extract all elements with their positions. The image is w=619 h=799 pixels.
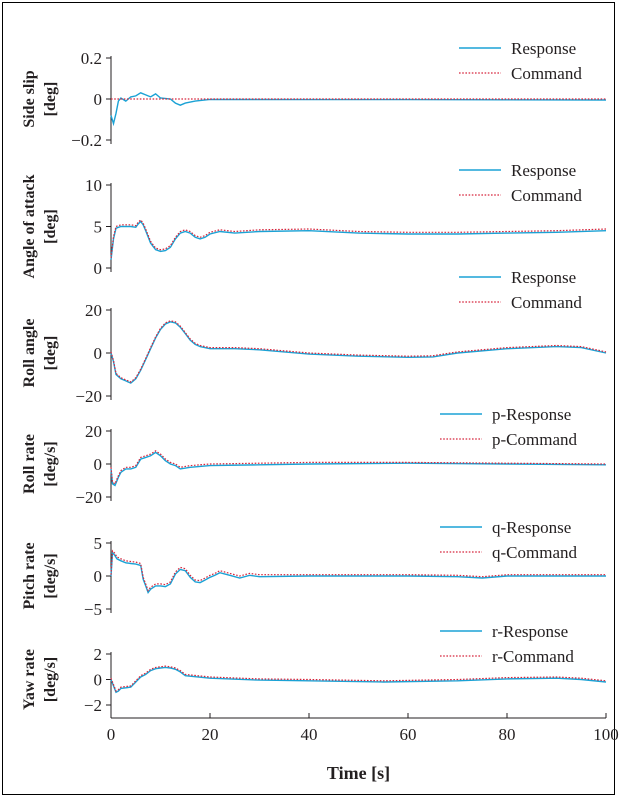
response-line — [110, 321, 607, 384]
y-tick-label: 20 — [85, 422, 102, 441]
legend-label: p-Command — [492, 430, 577, 449]
y-axis-label-line: [deg] — [42, 336, 59, 371]
y-axis-label-line: Angle of attack — [21, 174, 38, 278]
command-line — [110, 450, 607, 485]
y-axis-label: Side slip [deg] — [21, 70, 59, 127]
y-tick-label: −0.2 — [71, 131, 102, 150]
legend-label: Command — [511, 186, 582, 205]
y-axis-label-line: [deg] — [42, 82, 59, 117]
panel-4: 20 0 −20 Roll rate [deg/s] p-Response p-Comman… — [21, 405, 607, 507]
y-tick-label: −2 — [84, 696, 102, 715]
x-tick-label: 80 — [499, 725, 516, 744]
panel-2: 10 5 0 Angle of attack [deg] Response Command — [21, 161, 607, 278]
legend-label: r-Command — [492, 647, 574, 666]
command-line — [110, 219, 607, 259]
response-line — [110, 451, 607, 487]
legend-label: Command — [511, 293, 582, 312]
legend-label: r-Response — [492, 622, 568, 641]
y-axis-label-line: Side slip — [21, 70, 38, 127]
response-line — [110, 666, 607, 694]
y-axis-label: Angle of attack [deg] — [21, 174, 59, 278]
y-axis-label-line: [deg/s] — [42, 441, 59, 486]
y-axis-label: Roll rate [deg/s] — [21, 434, 59, 494]
y-tick-label: 10 — [85, 176, 102, 195]
legend-label: Response — [511, 39, 576, 58]
y-tick-label: −20 — [75, 387, 102, 406]
y-tick-label: −5 — [84, 600, 102, 619]
x-axis-label: Time [s] — [327, 763, 390, 783]
panel-3: 20 0 −20 Roll angle [deg] Response Command — [21, 268, 607, 406]
y-axis-label-line: [deg/s] — [42, 553, 59, 598]
panel-1: 0.2 0 −0.2 Side slip [deg] Response Command — [21, 39, 607, 150]
y-tick-label: 5 — [94, 534, 103, 553]
y-tick-label: 2 — [94, 645, 103, 664]
y-tick-label: 0 — [94, 671, 103, 690]
y-tick-label: 0 — [94, 90, 103, 109]
y-axis-label-line: Pitch rate — [21, 542, 38, 609]
y-axis-label: Pitch rate [deg/s] — [21, 542, 59, 609]
y-tick-label: 5 — [94, 218, 103, 237]
y-tick-label: 0 — [94, 344, 103, 363]
y-axis-label-line: Yaw rate — [21, 649, 38, 710]
response-line — [110, 551, 606, 594]
y-tick-label: 0 — [94, 259, 103, 278]
y-axis-label-line: [deg/s] — [42, 657, 59, 702]
y-axis-label-line: Roll angle — [21, 319, 38, 388]
response-line — [110, 92, 607, 127]
y-tick-label: 20 — [85, 301, 102, 320]
legend-label: Response — [511, 268, 576, 287]
x-tick-label: 0 — [107, 725, 116, 744]
legend-label: Command — [511, 64, 582, 83]
y-tick-label: 0 — [94, 567, 103, 586]
x-tick-label: 100 — [593, 725, 619, 744]
response-line — [110, 220, 607, 260]
y-tick-label: 0 — [94, 455, 103, 474]
x-tick-label: 40 — [301, 725, 318, 744]
x-tick-label: 20 — [202, 725, 219, 744]
command-line — [110, 549, 606, 592]
y-axis-label: Yaw rate [deg/s] — [21, 649, 59, 710]
legend-label: Response — [511, 161, 576, 180]
y-tick-label: −20 — [75, 488, 102, 507]
command-line — [110, 320, 607, 383]
x-tick-label: 60 — [400, 725, 417, 744]
command-line — [110, 665, 607, 692]
y-axis-label: Roll angle [deg] — [21, 319, 59, 388]
legend-label: q-Response — [492, 518, 571, 537]
legend-label: q-Command — [492, 543, 577, 562]
legend-label: p-Response — [492, 405, 571, 424]
y-axis-label-line: Roll rate — [21, 434, 38, 494]
panel-5: 5 0 −5 Pitch rate [deg/s] q-Response q-Command — [21, 518, 606, 619]
y-tick-label: 0.2 — [81, 49, 102, 68]
y-axis-label-line: [deg] — [42, 209, 59, 244]
